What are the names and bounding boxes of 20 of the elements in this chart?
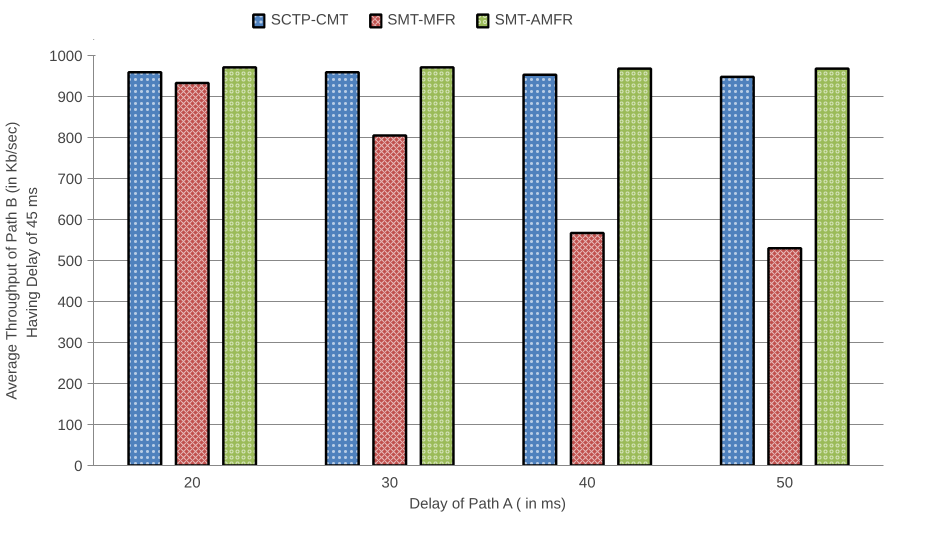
x-tick-label: 40 (578, 474, 596, 492)
x-tick-label: 30 (381, 474, 398, 492)
y-tick-label: 0 (74, 458, 82, 475)
y-tick-label: 800 (57, 130, 83, 147)
y-tick-label: 200 (57, 376, 83, 393)
y-tick-label: 600 (57, 212, 83, 229)
y-tick-label: 400 (57, 294, 83, 311)
legend-label: SMT-MFR (387, 12, 456, 28)
y-tick-label: 500 (57, 253, 83, 270)
y-tick-label: 700 (57, 171, 83, 188)
y-axis-title: Average Throughput of Path B (in Kb/sec) Having Delay of 45 ms (4, 122, 42, 400)
y-tick-label: 300 (57, 335, 83, 352)
y-tick-label: 900 (57, 89, 83, 106)
y-tick-label: 100 (57, 417, 83, 434)
x-tick-label: 50 (776, 474, 794, 492)
y-tick-label: 1000 (49, 48, 83, 65)
legend-label: SCTP-CMT (270, 12, 348, 28)
legend-label: SMT-AMFR (494, 12, 574, 28)
x-axis-title: Delay of Path A ( in ms) (409, 496, 566, 512)
x-tick-label: 20 (184, 474, 201, 492)
